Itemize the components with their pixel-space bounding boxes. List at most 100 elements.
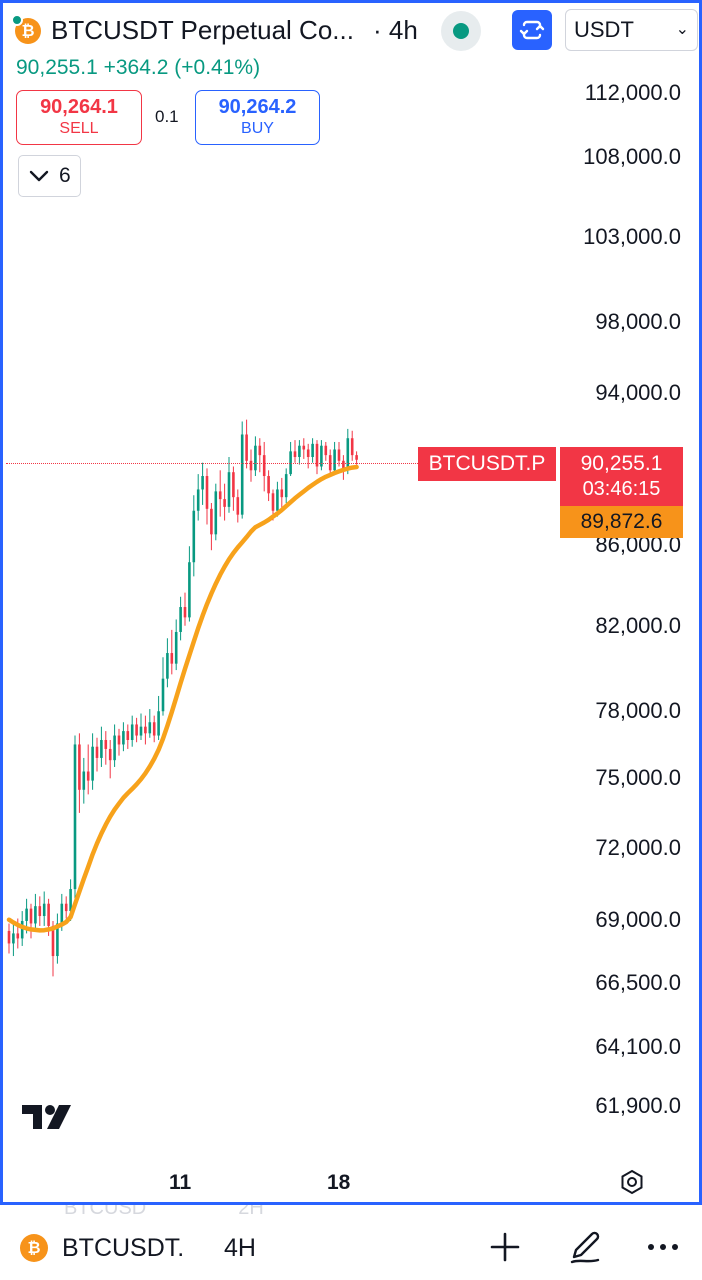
candle-body xyxy=(60,903,64,924)
add-button[interactable] xyxy=(488,1230,522,1269)
chart-header: ₿ BTCUSDT Perpetual Co... · 4h USDT ⌄ xyxy=(3,3,699,59)
bar-countdown: 03:46:15 xyxy=(582,478,661,500)
candle-body xyxy=(267,476,270,494)
candlestick-series xyxy=(7,419,358,977)
candle-body xyxy=(157,711,160,736)
gear-icon[interactable] xyxy=(619,1169,645,1200)
candle-body xyxy=(34,906,37,924)
drawing-tools-button[interactable] xyxy=(566,1227,606,1272)
ema-value-tag: 89,872.6 xyxy=(560,506,683,538)
candle-body xyxy=(223,499,226,507)
candle-body xyxy=(12,933,15,944)
buy-label: BUY xyxy=(241,120,274,137)
candle-body xyxy=(201,476,204,490)
candle-body xyxy=(161,678,165,712)
ellipsis-icon xyxy=(648,1244,678,1250)
price-tick: 103,000.0 xyxy=(583,224,681,249)
buy-price: 90,264.2 xyxy=(218,96,297,118)
candle-body xyxy=(289,451,292,475)
indicators-toggle[interactable]: 6 xyxy=(18,155,81,197)
time-tick: 11 xyxy=(169,1171,192,1194)
price-tick: 66,500.0 xyxy=(595,970,681,995)
chart-area[interactable]: ₿ BTCUSDT Perpetual Co... · 4h USDT ⌄ 90… xyxy=(0,0,702,1205)
time-tick: 18 xyxy=(327,1171,351,1194)
candle-body xyxy=(328,455,332,471)
candle-body xyxy=(86,771,90,781)
last-price-value: 90,255.1 xyxy=(580,452,663,475)
candle-body xyxy=(315,443,319,467)
candle-body xyxy=(139,726,143,736)
candle-body xyxy=(214,491,218,535)
candle-body xyxy=(95,746,99,758)
candle-body xyxy=(311,443,314,458)
candle-body xyxy=(25,908,28,921)
chevron-down-icon xyxy=(29,156,49,210)
currency-select[interactable]: USDT ⌄ xyxy=(565,9,698,51)
candle-body xyxy=(306,449,310,458)
bitcoin-icon: ₿ xyxy=(11,14,41,44)
candle-body xyxy=(144,726,147,734)
candle-body xyxy=(126,731,130,740)
last-price: 90,255.1 xyxy=(16,56,98,79)
price-tick: 61,900.0 xyxy=(595,1093,681,1118)
candle-body xyxy=(249,460,253,471)
candle-body xyxy=(108,748,112,761)
candle-body xyxy=(350,438,354,456)
interval-label[interactable]: · 4h xyxy=(373,15,418,45)
candle-body xyxy=(82,771,86,790)
price-tick: 75,000.0 xyxy=(595,765,681,790)
candle-body xyxy=(113,735,116,761)
candle-body xyxy=(170,653,174,664)
buy-button[interactable]: 90,264.2 BUY xyxy=(195,90,320,145)
more-options-button[interactable] xyxy=(646,1230,680,1269)
candle-body xyxy=(69,889,72,912)
last-price-line xyxy=(6,463,556,464)
candle-body xyxy=(210,508,213,535)
candle-body xyxy=(298,445,301,458)
candle-body xyxy=(218,491,222,500)
currency-value: USDT xyxy=(574,17,634,42)
candle-body xyxy=(100,739,103,758)
candle-body xyxy=(47,903,50,926)
candle-body xyxy=(179,607,182,632)
symbol-title[interactable]: BTCUSDT Perpetual Co... xyxy=(51,15,354,45)
candle-body xyxy=(271,493,275,511)
candle-body xyxy=(337,449,341,461)
tradingview-logo-icon[interactable] xyxy=(21,1103,73,1138)
price-change-line: 90,255.1 +364.2 (+0.41%) xyxy=(16,56,260,80)
candle-body xyxy=(192,510,196,563)
candle-body xyxy=(293,451,297,458)
bitcoin-icon: ₿ xyxy=(20,1234,48,1262)
spread-value: 0.1 xyxy=(155,107,179,126)
candle-body xyxy=(130,724,134,740)
candle-body xyxy=(152,722,156,736)
candle-body xyxy=(205,476,209,509)
price-tick: 98,000.0 xyxy=(595,309,681,334)
candle-body xyxy=(78,744,81,790)
candle-body xyxy=(148,722,152,734)
sell-button[interactable]: 90,264.1 SELL xyxy=(16,90,142,145)
candle-body xyxy=(346,438,350,471)
price-tick: 72,000.0 xyxy=(595,835,681,860)
candle-body xyxy=(333,449,336,471)
candle-body xyxy=(355,455,358,460)
candle-body xyxy=(42,903,46,917)
candle-body xyxy=(258,445,262,456)
price-chart[interactable] xyxy=(3,3,699,1202)
candle-body xyxy=(232,472,235,498)
market-status-icon[interactable] xyxy=(441,11,481,51)
candle-body xyxy=(166,653,169,679)
compare-icon xyxy=(519,20,545,40)
price-change: +364.2 xyxy=(103,56,169,79)
price-tick: 82,000.0 xyxy=(595,613,681,638)
price-tick: 78,000.0 xyxy=(595,698,681,723)
candle-body xyxy=(117,735,121,745)
candle-body xyxy=(262,455,266,477)
interval-button[interactable]: 4H xyxy=(224,1234,256,1262)
candle-body xyxy=(254,445,257,471)
compare-button[interactable] xyxy=(512,10,552,50)
candle-body xyxy=(7,930,11,944)
symbol-button[interactable]: BTCUSDT. xyxy=(62,1234,185,1262)
exchange-badge-icon xyxy=(11,14,23,26)
candle-body xyxy=(73,744,77,890)
